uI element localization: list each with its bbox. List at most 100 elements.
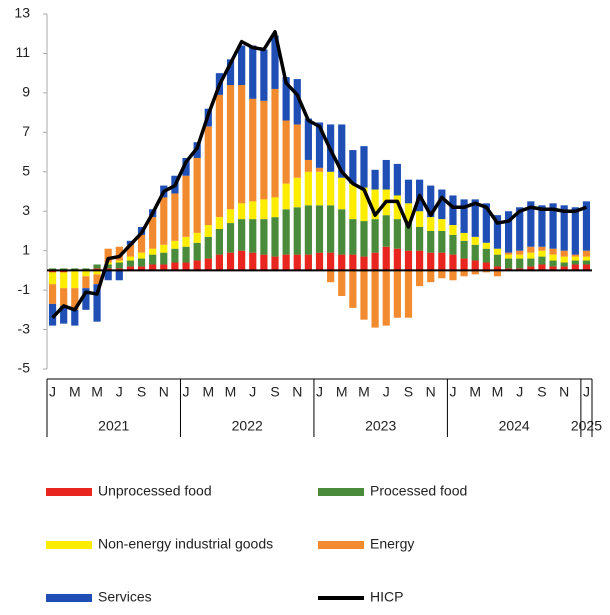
bar-segment <box>538 250 546 257</box>
bar-segment <box>460 232 468 241</box>
bar-segment <box>160 264 168 271</box>
bar-segment <box>171 262 179 271</box>
bar-segment <box>393 163 401 196</box>
bar-segment <box>315 205 324 253</box>
bar-segment <box>282 254 290 271</box>
bar-segment <box>471 260 479 271</box>
bar-segment <box>115 262 123 269</box>
bar-segment <box>493 248 502 255</box>
bar-segment <box>460 199 468 233</box>
bar-segment <box>215 254 223 271</box>
bar-segment <box>271 256 279 271</box>
bar-segment <box>538 246 546 251</box>
bar-segment <box>427 230 435 253</box>
bar-segment <box>504 252 513 255</box>
bar-segment <box>527 246 535 253</box>
bar-segment <box>249 45 257 99</box>
bar-segment <box>471 244 479 261</box>
bar-segment <box>538 264 546 271</box>
bar-segment <box>204 225 212 237</box>
bar-segment <box>293 207 301 255</box>
bar-segment <box>427 185 435 218</box>
bar-segment <box>238 203 246 220</box>
bar-segment <box>315 171 324 206</box>
bar-segment <box>327 252 335 271</box>
bar-segment <box>238 45 246 85</box>
x-tick-label: M <box>225 384 237 400</box>
bar-segment <box>71 288 79 310</box>
bar-segment <box>249 201 257 220</box>
bar-segment <box>193 232 201 243</box>
bar-segment <box>560 250 568 257</box>
bar-segment <box>516 258 524 269</box>
x-tick-label: M <box>202 384 214 400</box>
bar-segment <box>171 193 179 241</box>
bar-segment <box>449 234 457 255</box>
bar-segment <box>327 205 335 253</box>
bar-segment <box>271 197 279 218</box>
bar-segment <box>382 215 390 247</box>
bar-segment <box>538 256 546 265</box>
legend-swatch <box>318 488 364 496</box>
x-tick-label: S <box>537 384 546 400</box>
bar-segment <box>493 266 502 271</box>
bar-segment <box>238 250 246 271</box>
bar-segment <box>460 240 468 259</box>
bar-segment <box>404 250 413 271</box>
bar-segment <box>404 203 413 224</box>
bar-segment <box>382 246 390 271</box>
x-tick-label: S <box>270 384 279 400</box>
bar-segment <box>460 270 468 277</box>
year-label: 2021 <box>98 418 129 434</box>
bar-segment <box>104 248 112 263</box>
legend-label: Processed food <box>370 483 467 499</box>
bar-segment <box>438 189 446 220</box>
bar-segment <box>427 217 435 231</box>
year-label: 2022 <box>232 418 263 434</box>
bar-segment <box>137 234 146 253</box>
bar-segment <box>571 207 579 255</box>
bar-segment <box>482 248 490 263</box>
bar-segment <box>293 177 301 208</box>
bar-segment <box>338 124 346 178</box>
bar-segment <box>338 254 346 271</box>
bar-segment <box>60 288 68 306</box>
bar-segment <box>93 270 101 275</box>
x-tick-label: J <box>583 384 590 400</box>
bar-segment <box>204 258 212 271</box>
x-tick-label: M <box>91 384 103 400</box>
bar-segment <box>238 85 246 204</box>
bar-segment <box>571 256 579 261</box>
bar-segment <box>582 256 591 261</box>
bar-segment <box>93 264 101 269</box>
bar-segment <box>482 203 490 243</box>
y-tick-label: -5 <box>18 360 31 376</box>
bar-segment <box>249 98 257 202</box>
bar-segment <box>193 260 201 271</box>
bar-segment <box>449 195 457 226</box>
bar-segment <box>549 203 557 249</box>
bar-segment <box>549 248 557 255</box>
y-tick-label: 5 <box>22 162 30 178</box>
bar-segment <box>416 227 424 251</box>
bar-segment <box>516 207 524 251</box>
bar-segment <box>193 242 201 261</box>
y-tick-label: 13 <box>14 5 30 21</box>
x-tick-label: S <box>137 384 146 400</box>
bar-segment <box>349 270 357 308</box>
bar-segment <box>304 254 312 271</box>
hicp-line <box>51 30 588 319</box>
bar-segment <box>482 242 490 249</box>
bar-segment <box>360 187 368 222</box>
x-tick-label: N <box>159 384 169 400</box>
bar-segment <box>282 209 290 255</box>
legend-swatch <box>46 541 92 549</box>
bar-segment <box>293 79 301 125</box>
bar-segment <box>327 270 335 283</box>
bar-segment <box>416 211 424 227</box>
bar-segment <box>137 252 146 259</box>
bar-segment <box>48 272 57 285</box>
bar-segment <box>304 118 312 160</box>
bar-segment <box>160 197 168 245</box>
